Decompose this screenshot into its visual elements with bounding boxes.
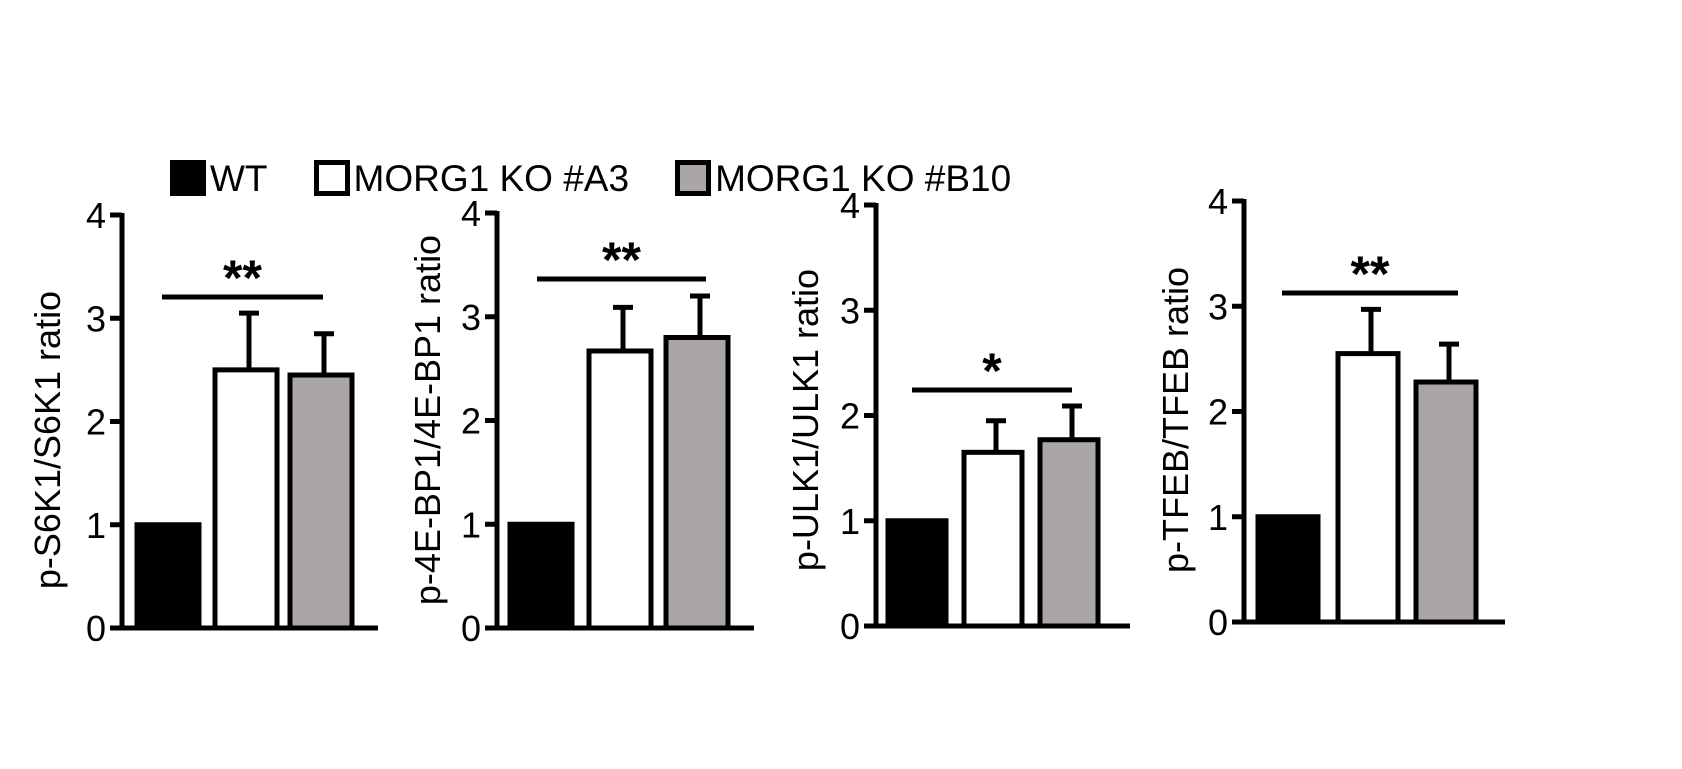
y-tick-label: 1	[461, 504, 481, 545]
y-tick-label: 0	[86, 608, 106, 649]
legend-label-wt: WT	[210, 157, 268, 199]
legend-item-morg1-ko-a3: MORG1 KO #A3	[313, 157, 630, 199]
error-bar-morg1-ko-a3	[986, 418, 1006, 453]
y-tick-label: 3	[461, 297, 481, 338]
error-bar-morg1-ko-b10	[1439, 341, 1459, 383]
significance-marker: **	[602, 232, 641, 288]
y-tick-label: 0	[840, 606, 860, 647]
bar-morg1-ko-a3	[1335, 351, 1401, 625]
y-tick-label: 1	[840, 501, 860, 542]
y-tick-label: 1	[1208, 497, 1228, 538]
y-tick-label: 4	[86, 195, 106, 236]
error-bar-morg1-ko-b10	[690, 293, 710, 338]
y-tick-label: 2	[86, 402, 106, 443]
error-bar-morg1-ko-a3	[239, 310, 259, 370]
y-axis-label: p-TFEB/TFEB ratio	[1155, 267, 1196, 573]
error-bar-morg1-ko-a3	[1361, 306, 1381, 354]
y-tick-label: 0	[1208, 602, 1228, 643]
error-bar-morg1-ko-b10	[314, 331, 334, 376]
y-tick-label: 4	[1208, 181, 1228, 222]
y-axis-label: p-4E-BP1/4E-BP1 ratio	[407, 235, 448, 605]
legend-swatch-morg1-ko-b10	[675, 160, 712, 196]
y-tick-label: 2	[1208, 392, 1228, 433]
y-tick-label: 2	[461, 401, 481, 442]
legend-swatch-wt	[170, 160, 206, 196]
y-tick-label: 4	[840, 185, 860, 226]
bar-morg1-ko-b10	[1413, 379, 1479, 625]
y-axis-label: p-S6K1/S6K1 ratio	[27, 291, 68, 589]
bar-wt	[1255, 514, 1321, 625]
error-bar-morg1-ko-b10	[1062, 403, 1082, 440]
legend-item-morg1-ko-b10: MORG1 KO #B10	[675, 160, 1011, 197]
error-bar-morg1-ko-a3	[613, 304, 633, 351]
bar-morg1-ko-b10	[1037, 437, 1101, 629]
y-tick-label: 3	[840, 290, 860, 331]
bar-wt	[885, 518, 949, 629]
significance-marker: **	[1351, 246, 1390, 302]
y-tick-label: 0	[461, 608, 481, 649]
legend: WT MORG1 KO #A3 MORG1 KO #B10	[170, 156, 1057, 200]
y-tick-label: 4	[461, 193, 481, 234]
bar-morg1-ko-a3	[586, 348, 654, 631]
y-tick-label: 1	[86, 505, 106, 546]
y-axis-label: p-ULK1/ULK1 ratio	[785, 269, 826, 571]
legend-label-morg1-ko-b10: MORG1 KO #B10	[715, 157, 1012, 199]
y-tick-label: 3	[1208, 286, 1228, 327]
significance-marker: *	[982, 343, 1002, 399]
y-tick-label: 3	[86, 298, 106, 339]
legend-label-morg1-ko-a3: MORG1 KO #A3	[353, 157, 630, 199]
bar-morg1-ko-b10	[663, 335, 731, 631]
bar-morg1-ko-a3	[961, 449, 1025, 629]
y-tick-label: 2	[840, 396, 860, 437]
legend-item-wt: WT	[170, 160, 268, 197]
legend-swatch-morg1-ko-a3	[313, 160, 350, 196]
bar-morg1-ko-b10	[287, 372, 355, 631]
significance-marker: **	[223, 250, 262, 306]
